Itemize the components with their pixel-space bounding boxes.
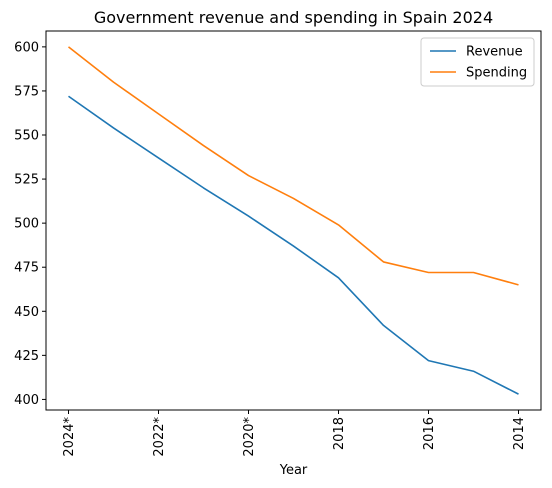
chart-title: Government revenue and spending in Spain… <box>94 8 493 27</box>
legend-label-spending: Spending <box>466 66 527 81</box>
legend: Revenue Spending <box>420 37 535 87</box>
y-tick-label: 400 <box>14 393 39 408</box>
x-tick-label: 2014 <box>512 417 527 450</box>
y-tick-label: 475 <box>14 261 39 276</box>
y-axis: 400 425 450 475 500 525 550 575 600 <box>14 40 46 408</box>
x-tick-label: 2024* <box>62 417 77 457</box>
x-tick-label: 2018 <box>332 417 347 450</box>
y-tick-label: 600 <box>14 40 39 55</box>
legend-box <box>420 37 535 87</box>
x-tick-label: 2016 <box>422 417 437 450</box>
y-tick-label: 500 <box>14 217 39 232</box>
x-tick-label: 2020* <box>242 417 257 457</box>
x-axis: 2024* 2022* 2020* 2018 2016 2014 <box>62 410 527 457</box>
y-tick-label: 450 <box>14 305 39 320</box>
y-tick-label: 525 <box>14 173 39 188</box>
series-line-revenue <box>68 95 519 395</box>
plot-frame <box>45 30 542 411</box>
legend-label-revenue: Revenue <box>466 45 523 60</box>
series-layer <box>68 46 519 395</box>
y-tick-label: 550 <box>14 129 39 144</box>
series-line-spending <box>68 46 519 286</box>
x-axis-label: Year <box>279 463 308 478</box>
y-tick-label: 425 <box>14 349 39 364</box>
x-tick-label: 2022* <box>152 417 167 457</box>
y-tick-label: 575 <box>14 84 39 99</box>
